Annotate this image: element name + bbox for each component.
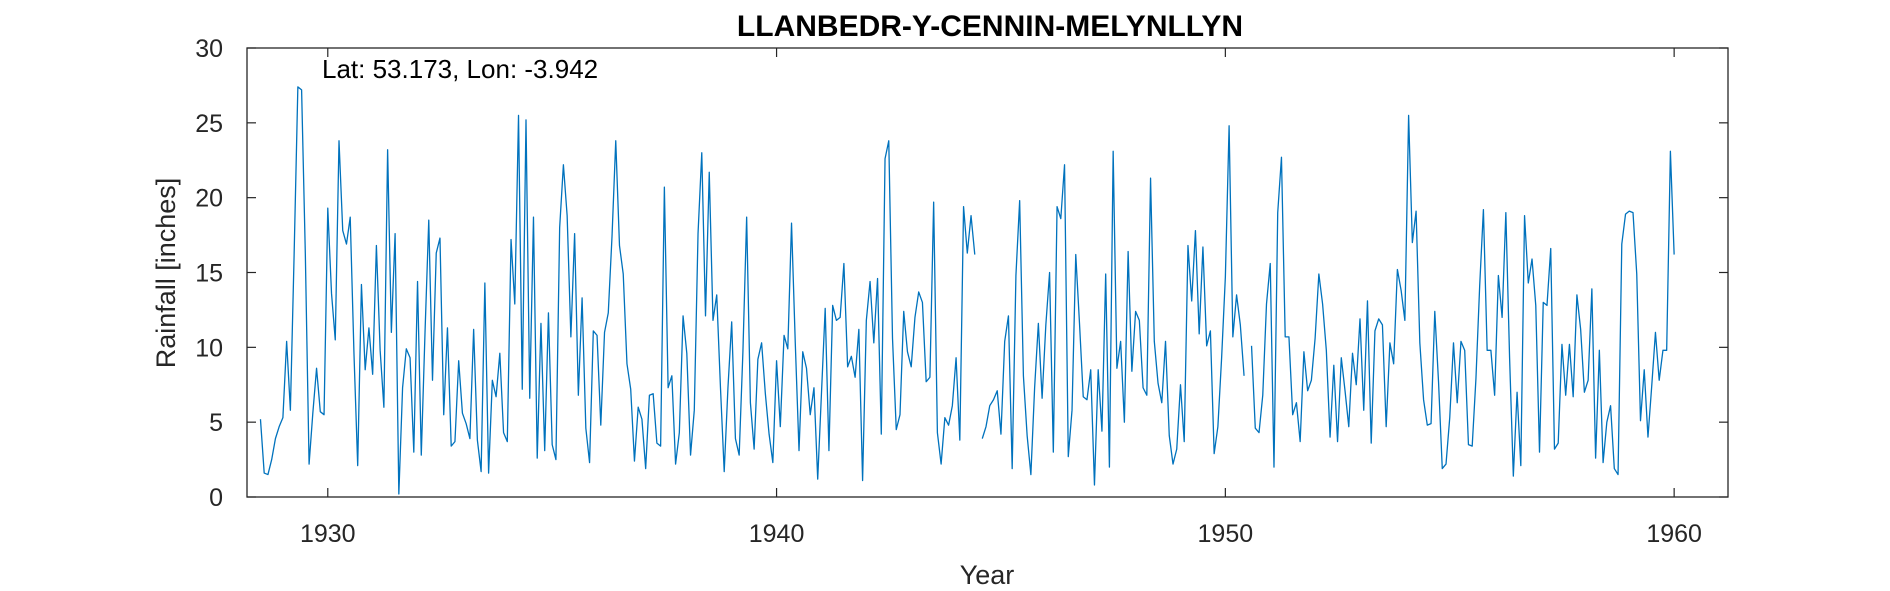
location-annotation: Lat: 53.173, Lon: -3.942 [322, 54, 598, 84]
y-tick-label: 25 [195, 110, 223, 138]
x-axis-label: Year [960, 560, 1015, 590]
rainfall-series-line [981, 125, 1245, 486]
x-tick-label: 1930 [300, 520, 356, 548]
series-layer [259, 86, 1675, 495]
y-tick-label: 0 [209, 484, 223, 512]
x-axis: 1930 1940 1950 1960 [300, 48, 1702, 548]
chart-title: LLANBEDR-Y-CENNIN-MELYNLLYN [737, 10, 1243, 43]
y-axis: 0 5 10 15 20 25 30 [195, 35, 1728, 512]
y-tick-label: 10 [195, 334, 223, 362]
x-tick-label: 1940 [749, 520, 805, 548]
x-tick-label: 1960 [1646, 520, 1702, 548]
x-tick-label: 1950 [1198, 520, 1254, 548]
y-axis-label: Rainfall [inches] [151, 178, 181, 369]
y-tick-label: 30 [195, 35, 223, 63]
rainfall-series-line [1250, 114, 1675, 477]
y-tick-label: 15 [195, 260, 223, 288]
plot-area [246, 47, 1729, 498]
y-tick-label: 5 [209, 409, 223, 437]
rainfall-series-line [259, 86, 976, 495]
y-tick-label: 20 [195, 185, 223, 213]
